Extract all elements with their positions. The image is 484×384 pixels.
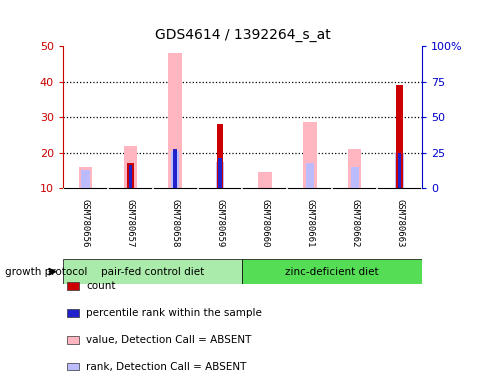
Text: GSM780658: GSM780658 [170, 200, 180, 248]
Bar [350, 167, 358, 188]
Bar [218, 158, 221, 188]
Text: count: count [86, 281, 116, 291]
Bar [171, 151, 179, 188]
Bar [66, 309, 79, 317]
Text: rank, Detection Call = ABSENT: rank, Detection Call = ABSENT [86, 362, 246, 372]
Text: GSM780656: GSM780656 [81, 200, 90, 248]
Text: GSM780661: GSM780661 [304, 200, 314, 248]
Text: GSM780657: GSM780657 [125, 200, 135, 248]
Bar [395, 85, 402, 188]
Bar [242, 259, 421, 284]
Text: GSM780659: GSM780659 [215, 200, 224, 248]
Bar [123, 146, 137, 188]
Bar [257, 172, 271, 188]
Bar [394, 152, 403, 188]
Bar [66, 363, 79, 371]
Bar [63, 259, 242, 284]
Bar [215, 162, 224, 188]
Bar [216, 124, 223, 188]
Bar [66, 336, 79, 344]
Bar [168, 53, 182, 188]
Bar [78, 167, 92, 188]
Text: GSM780660: GSM780660 [260, 200, 269, 248]
Text: GSM780663: GSM780663 [394, 200, 403, 248]
Bar [397, 152, 400, 188]
Title: GDS4614 / 1392264_s_at: GDS4614 / 1392264_s_at [154, 28, 330, 42]
Text: percentile rank within the sample: percentile rank within the sample [86, 308, 262, 318]
Text: pair-fed control diet: pair-fed control diet [101, 266, 204, 277]
Bar [347, 149, 361, 188]
Bar [173, 149, 177, 188]
Text: zinc-deficient diet: zinc-deficient diet [285, 266, 378, 277]
Bar [305, 163, 313, 188]
Bar [302, 122, 316, 188]
Bar [66, 282, 79, 290]
Text: growth protocol: growth protocol [5, 266, 87, 277]
Bar [128, 165, 132, 188]
Bar [127, 163, 134, 188]
Bar [81, 170, 90, 188]
Text: value, Detection Call = ABSENT: value, Detection Call = ABSENT [86, 335, 251, 345]
Text: GSM780662: GSM780662 [349, 200, 359, 248]
